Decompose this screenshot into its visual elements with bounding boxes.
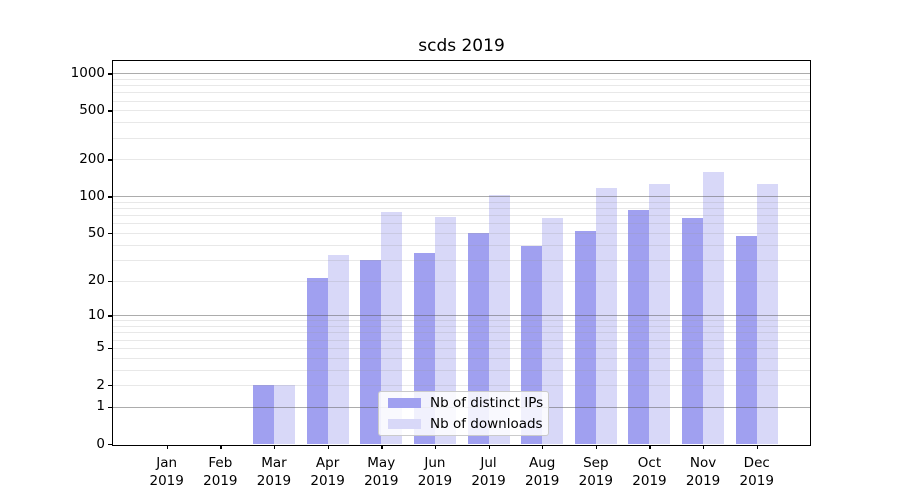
y-tick (108, 385, 112, 387)
y-tick (108, 347, 112, 350)
y-tick (108, 233, 112, 235)
x-tick-label: Nov 2019 (685, 455, 721, 490)
gridline-minor (113, 92, 810, 94)
y-tick-label: 500 (79, 101, 105, 118)
bar-downloads-sep (595, 188, 617, 444)
legend-swatch-distinct-ips (388, 398, 421, 408)
x-tick (381, 445, 383, 449)
legend-label-downloads: Nb of downloads (430, 416, 543, 432)
legend-swatch-downloads (388, 419, 421, 429)
gridline-minor (113, 78, 810, 80)
gridline-minor (113, 137, 810, 139)
y-tick-label: 50 (87, 224, 105, 241)
x-tick (756, 445, 759, 449)
x-tick-label: Sep 2019 (578, 455, 613, 490)
y-tick (108, 280, 112, 282)
bar-downloads-oct (649, 184, 671, 444)
gridline-major (113, 73, 810, 75)
x-tick-label: Jun 2019 (417, 455, 453, 490)
bar-downloads-may (381, 211, 403, 444)
bar-distinct-ips-dec (735, 236, 757, 444)
x-tick (649, 445, 651, 449)
gridline-minor (113, 122, 810, 124)
bar-distinct-ips-apr (306, 278, 328, 444)
y-tick-label: 1000 (70, 64, 105, 81)
bar-distinct-ips-oct (628, 209, 650, 444)
x-tick-label: Oct 2019 (632, 455, 667, 490)
x-tick (542, 445, 544, 449)
x-tick (166, 445, 168, 449)
bar-downloads-aug (542, 217, 564, 444)
x-tick (595, 445, 598, 449)
x-tick (488, 445, 490, 449)
x-tick (327, 445, 329, 449)
legend-label-distinct-ips: Nb of distinct IPs (430, 395, 544, 411)
bar-distinct-ips-may (360, 259, 382, 444)
x-tick-label: Dec 2019 (739, 455, 774, 490)
x-tick-label: Apr 2019 (310, 455, 345, 490)
gridline-minor (113, 159, 810, 161)
plot-area (112, 60, 811, 446)
gridline-minor (113, 110, 810, 112)
bar-downloads-dec (756, 183, 778, 444)
legend-item-distinct-ips: Nb of distinct IPs (388, 395, 543, 411)
bar-distinct-ips-sep (574, 230, 596, 444)
x-tick (703, 445, 705, 449)
x-tick (220, 445, 222, 449)
x-tick-label: Feb 2019 (203, 455, 238, 490)
y-tick (108, 406, 112, 409)
x-tick-label: Mar 2019 (256, 455, 292, 490)
y-tick (108, 159, 112, 161)
bar-downloads-apr (327, 254, 349, 444)
x-tick-label: Aug 2019 (524, 455, 560, 490)
y-tick-label: 200 (79, 150, 105, 167)
bar-downloads-jun (434, 216, 456, 444)
y-tick (108, 110, 112, 112)
y-tick-label: 10 (87, 306, 105, 323)
legend-item-downloads: Nb of downloads (388, 416, 543, 432)
y-tick-label: 5 (96, 339, 105, 356)
x-tick-label: Jul 2019 (471, 455, 506, 490)
bar-downloads-mar (273, 385, 295, 444)
y-tick-label: 1 (96, 398, 105, 415)
y-tick (108, 315, 112, 317)
y-tick-label: 20 (87, 272, 105, 289)
y-tick (108, 444, 112, 446)
bar-downloads-nov (703, 172, 725, 444)
gridline-minor (113, 85, 810, 87)
chart-title: scds 2019 (418, 36, 505, 56)
gridline-minor (113, 100, 810, 102)
y-tick (108, 73, 112, 75)
x-tick-label: May 2019 (364, 455, 399, 490)
bar-downloads-jul (488, 195, 510, 444)
x-tick (434, 445, 437, 449)
y-tick (108, 196, 112, 198)
legend: Nb of distinct IPs Nb of downloads (378, 391, 549, 436)
bar-distinct-ips-mar (252, 385, 274, 444)
y-tick-label: 0 (96, 435, 105, 452)
y-tick-label: 100 (79, 187, 105, 204)
bar-distinct-ips-nov (682, 218, 704, 444)
x-tick-label: Jan 2019 (149, 455, 184, 490)
y-tick-label: 2 (96, 376, 105, 393)
x-tick (273, 445, 276, 449)
